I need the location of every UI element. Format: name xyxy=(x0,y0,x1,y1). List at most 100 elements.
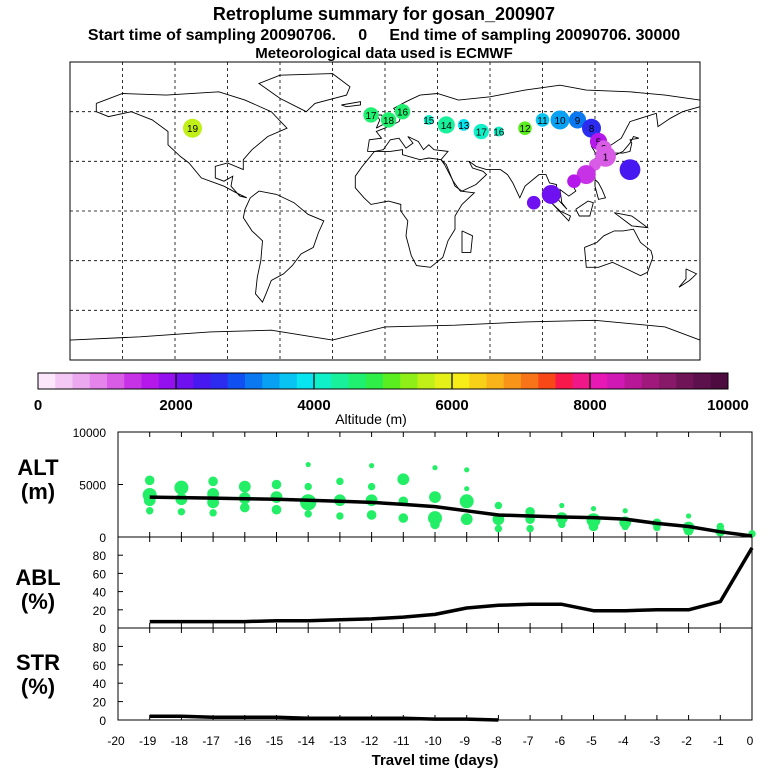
xtick-label: -3 xyxy=(650,734,661,748)
coastline xyxy=(678,268,698,288)
alt-cluster-point xyxy=(464,486,470,492)
alt-cluster-point xyxy=(622,508,628,514)
colorbar-tick-label: 2000 xyxy=(159,397,192,414)
plume-day-label: 14 xyxy=(441,121,453,132)
colorbar-tick-label: 6000 xyxy=(435,397,468,414)
str-ytick-label: 20 xyxy=(93,696,107,710)
alt-cluster-point xyxy=(144,475,155,486)
alt-cluster-point xyxy=(459,494,474,509)
plume-day-label: 15 xyxy=(423,116,435,127)
alt-cluster-point xyxy=(304,510,312,518)
colorbar-swatch xyxy=(400,373,418,389)
alt-cluster-point xyxy=(430,519,440,530)
colorbar-swatch xyxy=(365,373,384,389)
alt-panel-label: ALT (m) xyxy=(8,456,68,504)
colorbar-swatch xyxy=(624,373,643,389)
colorbar-swatch xyxy=(659,373,677,389)
plume-day-label: 16 xyxy=(493,128,505,139)
abl-ytick-label: 60 xyxy=(93,567,107,581)
plume-day-label: 17 xyxy=(365,111,377,122)
abl-series-line xyxy=(149,547,754,624)
colorbar-label: Altitude (m) xyxy=(335,411,407,427)
plume-marker xyxy=(457,119,470,131)
plume-marker xyxy=(541,184,561,204)
plume-marker xyxy=(493,126,504,137)
plume-marker xyxy=(535,113,550,127)
alt-cluster-point xyxy=(432,465,438,471)
xtick-label: -17 xyxy=(202,734,220,748)
colorbar-swatch xyxy=(38,373,56,389)
coastline xyxy=(95,91,288,199)
abl-ytick-label: 0 xyxy=(99,622,106,636)
colorbar-swatch xyxy=(452,373,470,389)
colorbar-swatch xyxy=(572,373,591,389)
alt-cluster-point xyxy=(429,491,441,503)
alt-cluster-point xyxy=(686,513,692,519)
alt-cluster-point xyxy=(270,491,283,503)
abl-ytick-label: 20 xyxy=(93,604,107,618)
sampling-times: Start time of sampling 20090706. 0 End t… xyxy=(0,27,768,45)
abl-panel-label: ABL (%) xyxy=(8,566,68,614)
colorbar-swatch xyxy=(383,373,401,389)
abl-ytick-label: 80 xyxy=(93,549,107,563)
alt-cluster-point xyxy=(464,467,470,473)
plume-marker xyxy=(595,145,616,167)
colorbar-swatch xyxy=(72,373,91,389)
plume-day-label: 17 xyxy=(476,128,488,139)
colorbar-swatch xyxy=(469,373,487,389)
str-ytick-label: 40 xyxy=(93,677,107,691)
alt-ytick-label: 10000 xyxy=(73,426,107,440)
colorbar-swatch xyxy=(641,373,660,389)
colorbar-swatch xyxy=(296,373,315,389)
alt-series-line xyxy=(149,495,753,538)
colorbar-swatch xyxy=(158,373,177,389)
xtick-label: 0 xyxy=(747,734,754,748)
colorbar-swatch xyxy=(538,373,556,389)
coastline xyxy=(258,73,351,113)
coastline xyxy=(354,149,476,268)
alt-cluster-point xyxy=(209,509,217,517)
xtick-label: -10 xyxy=(424,734,442,748)
alt-cluster-point xyxy=(460,513,473,526)
colorbar-swatch xyxy=(521,373,539,389)
alt-cluster-point xyxy=(559,502,565,509)
colorbar-swatch xyxy=(503,373,522,389)
alt-cluster-point xyxy=(494,501,503,510)
xtick-label: -16 xyxy=(234,734,252,748)
plume-marker xyxy=(473,123,489,140)
plume-day-label: 19 xyxy=(187,124,199,135)
alt-cluster-point xyxy=(146,507,154,515)
coastline xyxy=(461,230,473,253)
plume-day-label: 18 xyxy=(383,116,395,127)
str-series-line xyxy=(149,714,499,722)
colorbar-swatch xyxy=(331,373,349,389)
alt-cluster-point xyxy=(300,494,317,511)
plume-marker xyxy=(619,159,641,181)
str-panel-label: STR (%) xyxy=(8,651,68,699)
alt-label-name: ALT xyxy=(17,455,59,480)
alt-cluster-point xyxy=(304,482,312,491)
plume-marker xyxy=(183,118,202,138)
colorbar-swatch xyxy=(590,373,608,389)
colorbar-swatch xyxy=(434,373,453,389)
alt-cluster-point xyxy=(398,513,409,523)
alt-ytick-label: 5000 xyxy=(79,479,106,493)
alt-cluster-point xyxy=(305,461,311,468)
alt-cluster-point xyxy=(240,502,250,513)
alt-cluster-point xyxy=(588,521,599,532)
xtick-label: -9 xyxy=(459,734,470,748)
colorbar-swatch xyxy=(176,373,194,389)
str-label-unit: (%) xyxy=(20,674,56,699)
coastline xyxy=(584,228,654,277)
coastline xyxy=(341,101,361,108)
colorbar-swatch xyxy=(55,373,73,389)
met-data-source: Meteorological data used is ECMWF xyxy=(255,45,513,62)
colorbar-swatch xyxy=(710,373,729,389)
colorbar-swatch xyxy=(607,373,625,389)
alt-cluster-point xyxy=(653,523,661,532)
colorbar-swatch xyxy=(124,373,142,389)
alt-cluster-point xyxy=(526,524,534,533)
plume-day-label: 9 xyxy=(575,116,581,127)
coastline xyxy=(367,84,701,152)
